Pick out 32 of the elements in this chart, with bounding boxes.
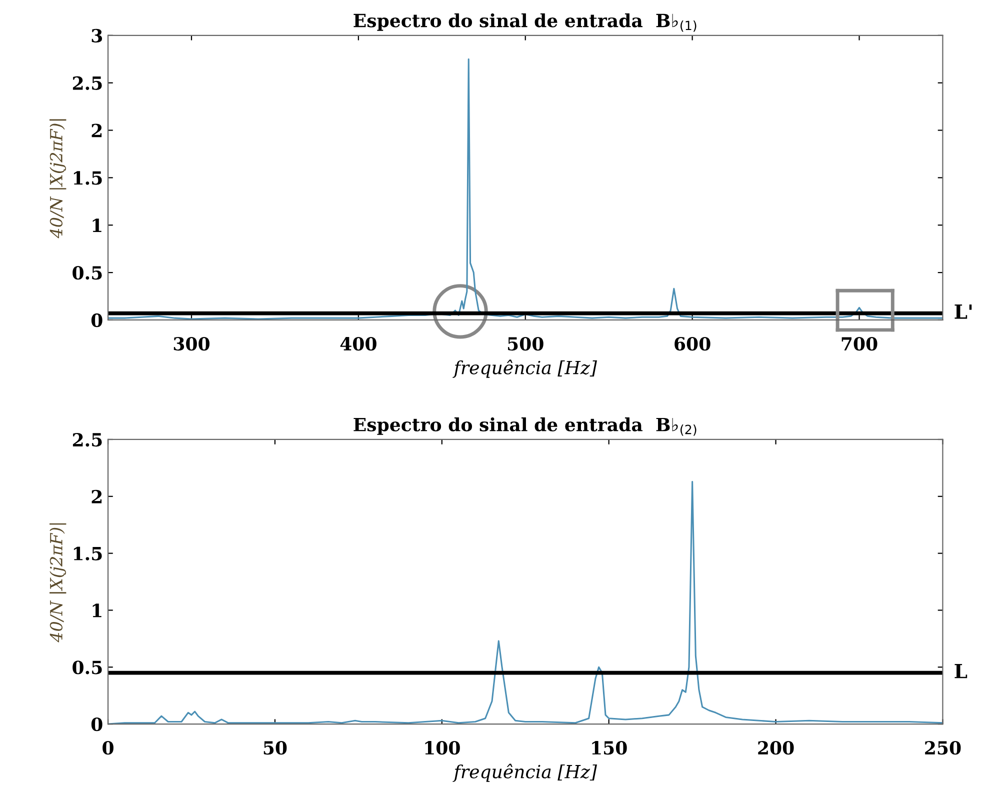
y-tick-label: 3 xyxy=(92,28,102,43)
y-tick-label: 2 xyxy=(92,490,102,504)
y-axis-title: 40/N |X(j2πF)| xyxy=(50,119,66,238)
y-tick-label: 1.5 xyxy=(74,546,102,560)
x-axis-title: frequência [Hz] xyxy=(452,360,598,378)
y-axis-title: 40/N |X(j2πF)| xyxy=(50,523,66,642)
y-tick-label: 1 xyxy=(92,218,102,232)
x-tick-label: 200 xyxy=(758,741,794,755)
x-tick-label: 100 xyxy=(425,741,460,755)
y-tick-label: 0.5 xyxy=(72,660,102,674)
x-tick-label: 250 xyxy=(925,741,961,755)
y-tick-label: 2.5 xyxy=(72,432,102,447)
y-tick-label: 2.5 xyxy=(72,76,102,90)
x-tick-label: 500 xyxy=(508,336,544,351)
x-tick-label: 50 xyxy=(264,741,287,755)
chart-title: Espectro do sinal de entrada B♭$_{(2)}$ xyxy=(354,417,696,436)
x-axis-title: frequência [Hz] xyxy=(452,764,598,782)
ref-line-label: L' xyxy=(954,304,972,319)
x-tick-label: 700 xyxy=(842,336,878,351)
chart-title: Espectro do sinal de entrada B♭$_{(1)}$ xyxy=(354,13,696,32)
y-tick-label: 0 xyxy=(91,313,102,328)
x-tick-label: 400 xyxy=(340,336,376,351)
y-tick-label: 0 xyxy=(91,718,102,732)
y-tick-label: 2 xyxy=(92,124,102,138)
x-tick-label: 150 xyxy=(592,741,627,755)
x-tick-label: 300 xyxy=(174,336,210,351)
y-tick-label: 0.5 xyxy=(72,266,102,280)
y-tick-label: 1 xyxy=(92,604,102,618)
x-tick-label: 600 xyxy=(674,336,710,351)
ref-line-label: L xyxy=(954,664,968,678)
y-tick-label: 1.5 xyxy=(74,171,102,185)
x-tick-label: 0 xyxy=(102,741,114,755)
